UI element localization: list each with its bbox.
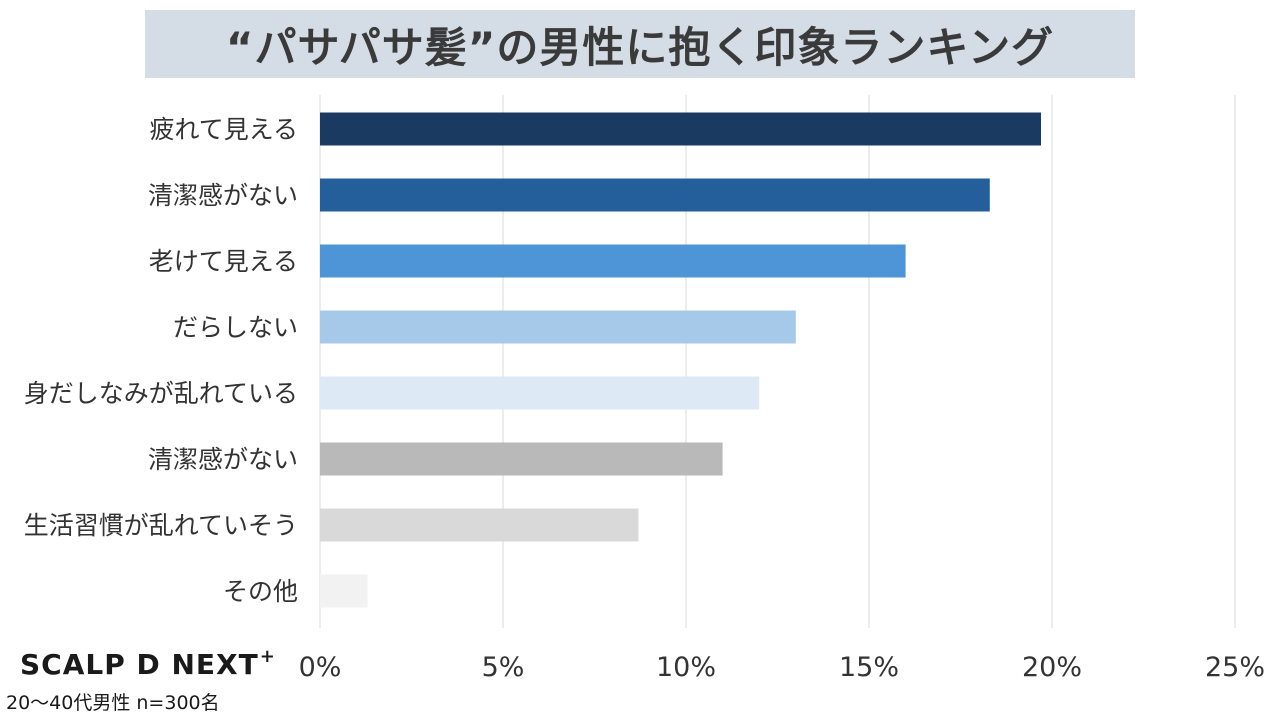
category-label: だらしない xyxy=(173,313,298,342)
x-tick-label: 10% xyxy=(656,652,716,683)
category-label: 疲れて見える xyxy=(149,115,298,144)
brand-logo: SCALP D NEXT + xyxy=(20,646,276,682)
sample-footnote: 20～40代男性 n=300名 xyxy=(6,692,220,714)
category-label: 清潔感がない xyxy=(148,181,298,210)
title-banner: “パサパサ髪”の男性に抱く印象ランキング xyxy=(145,10,1135,78)
bar xyxy=(320,244,906,278)
category-label: その他 xyxy=(223,577,298,606)
x-tick-label: 20% xyxy=(1022,652,1082,683)
category-label: 老けて見える xyxy=(149,247,298,276)
x-tick-label: 5% xyxy=(482,652,525,683)
page-title: “パサパサ髪”の男性に抱く印象ランキング xyxy=(225,22,1055,72)
x-tick-label: 15% xyxy=(839,652,899,683)
category-label: 清潔感がない xyxy=(148,445,298,474)
x-tick-label: 0% xyxy=(299,652,342,683)
bar xyxy=(320,376,760,410)
bar xyxy=(320,574,368,608)
category-label: 身だしなみが乱れている xyxy=(24,379,298,408)
category-label: 生活習慣が乱れていそう xyxy=(24,511,298,540)
logo-text: SCALP D NEXT xyxy=(20,648,259,681)
bar xyxy=(320,178,990,212)
logo-superscript: + xyxy=(259,646,276,667)
bar xyxy=(320,112,1042,146)
bar xyxy=(320,508,639,542)
bar xyxy=(320,442,723,476)
x-tick-label: 25% xyxy=(1205,652,1265,683)
bar xyxy=(320,310,796,344)
